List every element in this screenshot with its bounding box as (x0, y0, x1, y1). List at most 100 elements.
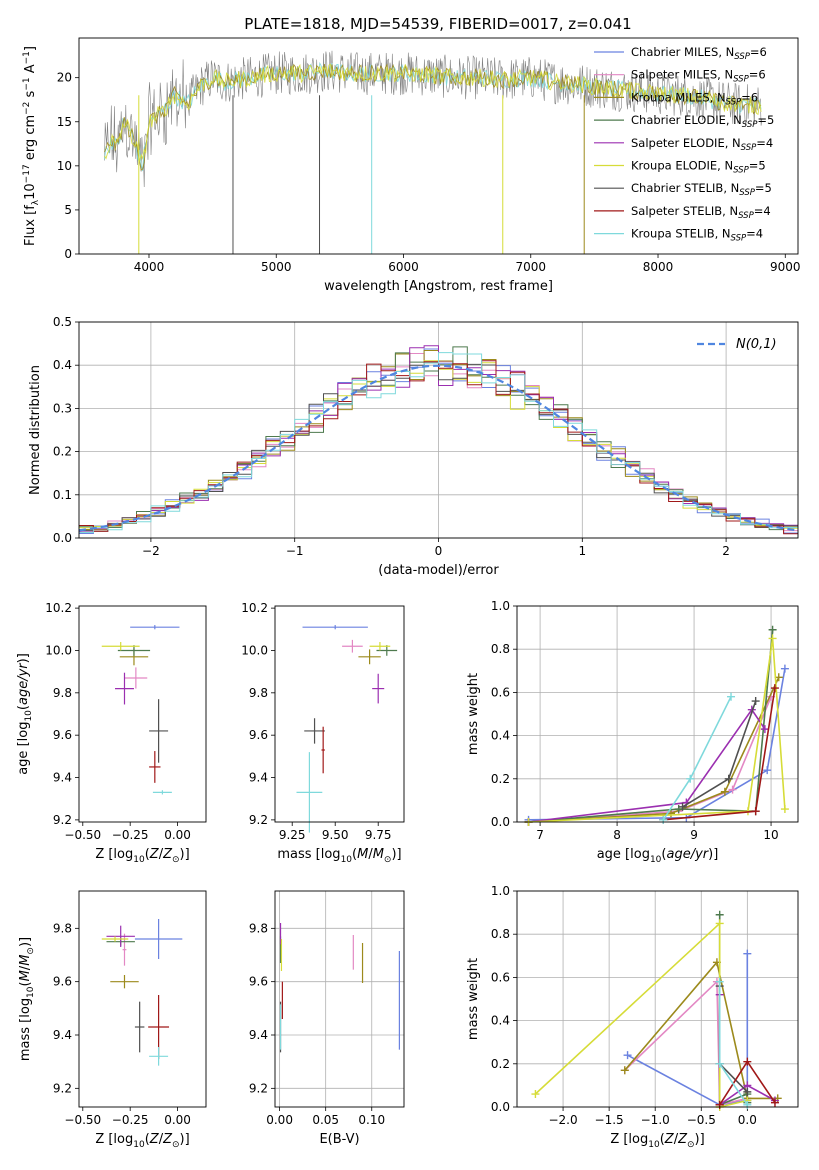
sfh-marker (743, 1087, 752, 1096)
sfh-line (663, 687, 776, 821)
sfh-marker (724, 774, 733, 783)
y-tick-label: 9.6 (53, 728, 72, 742)
x-axis-label-part: ⊙ (384, 855, 392, 865)
y-axis-label-part: M (18, 955, 33, 966)
model-spectrum (104, 63, 762, 171)
y-axis-label-part: −2 (22, 102, 32, 115)
y-tick-label: 0.1 (53, 488, 72, 502)
x-axis-label-part: ( (661, 847, 666, 862)
y-tick-label: 0.0 (491, 815, 510, 829)
x-axis-label-part: Z (664, 1132, 675, 1147)
sfh-marker (763, 766, 772, 775)
sfh-line (528, 708, 766, 823)
x-axis-label-part: age [log (597, 847, 650, 862)
y-axis-label-part: age/yr (16, 662, 31, 705)
sfh-line (624, 960, 778, 1100)
x-axis-label-part: 10 (650, 855, 662, 865)
y-tick-label: 9.8 (53, 921, 72, 935)
y-tick-label: 1.0 (491, 599, 510, 613)
y-axis-label-part: age [log (16, 722, 31, 775)
sfh-marker (743, 949, 752, 958)
x-tick-label: 4000 (134, 260, 165, 274)
axes-age-vs-Z: −0.50 −0.25 0.00 9.2 9.4 9.6 9.8 10.0 10.2 Z [log… (16, 601, 207, 865)
legend-label-sub: SSP (733, 166, 749, 176)
y-tick-label: 9.8 (249, 686, 268, 700)
y-axis-label-part: ⊙ (26, 947, 36, 955)
legend-label-sub: SSP (739, 188, 755, 198)
y-tick-label: 9.6 (53, 975, 72, 989)
x-axis-label-part: Z (162, 847, 173, 862)
x-tick-label: 6000 (388, 260, 419, 274)
x-tick-label: 8000 (643, 260, 674, 274)
legend-label-sub: SSP (738, 211, 754, 221)
sfh-line (624, 979, 748, 1106)
y-tick-label: 9.8 (249, 921, 268, 935)
axes-mass-vs-ebv: 0.00 0.05 0.10 9.2 9.4 9.6 9.8 E(B-V) (249, 890, 405, 1147)
y-tick-label: 9.4 (249, 771, 268, 785)
sfh-marker (715, 910, 724, 919)
y-tick-label: 9.2 (53, 813, 72, 827)
x-axis-label-part: M (373, 847, 384, 862)
x-axis-label-part: 10 (133, 855, 145, 865)
x-axis-label-part: Z (149, 847, 160, 862)
legend-label: Chabrier ELODIE, NSSP=5 (631, 113, 774, 130)
sfh-marker (678, 802, 687, 811)
x-tick-label: 9 (690, 828, 698, 842)
y-tick-label: 20 (57, 71, 72, 85)
legend-label-sub: SSP (734, 52, 750, 62)
y-axis-label-part: Normed distribution (28, 365, 43, 495)
x-tick-label: 9.50 (322, 828, 349, 842)
x-axis-label: Z [log10(Z/Z⊙)] (610, 1132, 704, 1150)
x-tick-label: −0.25 (112, 1113, 149, 1127)
sfh-marker (751, 697, 760, 706)
legend-label-tail: =6 (749, 68, 766, 82)
axes-mass-vs-Z: −0.50 −0.25 0.009.29.49.69.8Z [log10(Z/Z⊙)… (18, 890, 207, 1150)
legend-label-main: Salpeter ELODIE, N (631, 136, 741, 150)
x-axis-label: (data-model)/error (378, 563, 499, 578)
legend-label-main: Chabrier ELODIE, N (631, 113, 742, 127)
y-tick-label: 0 (64, 247, 72, 261)
sfh-marker (768, 625, 777, 634)
x-axis-label-part: ( (352, 847, 357, 862)
sfh-line (528, 696, 772, 823)
sfh-marker (770, 684, 779, 693)
x-tick-label: −1.5 (595, 1113, 624, 1127)
y-axis-label: mass weight (466, 958, 481, 1040)
y-axis-label-part: −17 (22, 164, 32, 183)
sfh-line (528, 629, 774, 823)
x-tick-label: 0.0 (738, 1113, 757, 1127)
sfh-marker (720, 787, 729, 796)
axes-age-vs-mass: 9.25 9.50 9.75 9.2 9.4 9.6 9.8 10.0 10.2 mass [lo… (241, 601, 405, 865)
sfh-marker (715, 1100, 724, 1109)
y-tick-label: 0.8 (491, 642, 510, 656)
x-tick-label: 0.05 (312, 1113, 339, 1127)
legend-label: Kroupa STELIB, NSSP=4 (631, 227, 763, 244)
x-tick-label: 0.00 (164, 1113, 191, 1127)
x-tick-label: −0.25 (112, 828, 149, 842)
axes-frame (516, 890, 799, 1108)
y-axis-label: Flux [fλ10−17 erg cm−2 s−1 A−1] (22, 46, 41, 246)
figure-title: PLATE=1818, MJD=54539, FIBERID=0017, z=0… (244, 15, 631, 33)
sfh-line (682, 700, 757, 808)
legend-label-tail: =4 (754, 204, 771, 218)
x-tick-label: 5000 (261, 260, 292, 274)
axes-sfh-Z: −2.0 −1.5 −1.0 −0.5 0.0 0.0 0.2 0.4 0.6 0.8 1.0 Z [… (466, 884, 799, 1150)
legend-label: Kroupa MILES, NSSP=6 (631, 90, 758, 107)
x-tick-label: 0.00 (164, 828, 191, 842)
y-tick-label: 9.2 (249, 1081, 268, 1095)
legend-label-main: Salpeter MILES, N (631, 68, 733, 82)
legend-label-tail: =5 (755, 181, 772, 195)
x-axis-label-part: ( (145, 847, 150, 862)
y-tick-label: 9.8 (53, 686, 72, 700)
x-tick-label: 9.75 (365, 828, 392, 842)
x-axis-label-part: Z [log (95, 847, 133, 862)
x-axis-label-part: Z [log (95, 1132, 133, 1147)
legend-label-tail: =6 (741, 90, 758, 104)
gaussian-curve (78, 364, 799, 532)
axes-frame (78, 321, 799, 539)
x-axis-label-part: M (357, 847, 368, 862)
x-axis-label-part: 10 (341, 855, 353, 865)
y-tick-label: 10.0 (45, 643, 72, 657)
